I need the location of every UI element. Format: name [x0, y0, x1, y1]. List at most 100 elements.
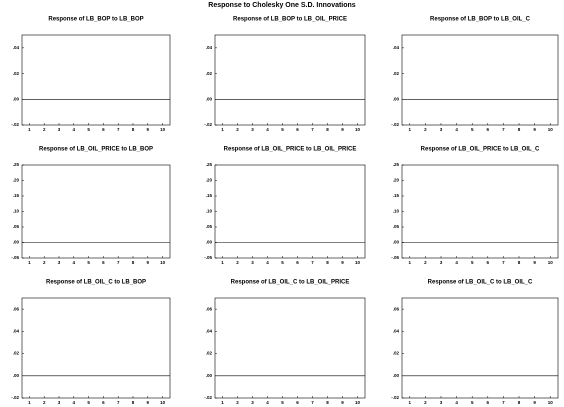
x-tick-label: 6 — [487, 260, 490, 265]
y-tick-label: .05 — [393, 224, 400, 229]
panel-title: Response of LB_BOP to LB_BOP — [48, 17, 143, 23]
x-tick-label: 6 — [296, 127, 299, 132]
y-tick-label: .02 — [393, 71, 400, 76]
y-tick-label: .20 — [206, 178, 213, 183]
y-tick-label: -.02 — [11, 395, 19, 400]
y-tick-label: .00 — [393, 240, 400, 245]
y-tick-label: .00 — [13, 96, 20, 101]
x-tick-label: 3 — [440, 400, 443, 405]
plot-frame — [214, 164, 366, 259]
x-tick-label: 4 — [455, 260, 458, 265]
y-tick-label: .00 — [393, 373, 400, 378]
x-tick-label: 10 — [160, 260, 166, 265]
y-tick-label: .05 — [206, 224, 213, 229]
panel-title: Response of LB_OIL_C to LB_OIL_C — [428, 280, 533, 286]
x-tick-label: 1 — [221, 260, 224, 265]
x-tick-label: 7 — [117, 260, 120, 265]
x-tick-label: 4 — [455, 127, 458, 132]
y-tick-label: .04 — [206, 329, 213, 334]
x-tick-label: 8 — [518, 400, 521, 405]
y-tick-label: -.02 — [391, 395, 399, 400]
y-tick-label: .06 — [13, 306, 20, 311]
panel-title: Response of LB_OIL_C to LB_OIL_PRICE — [231, 280, 350, 286]
y-tick-label: .06 — [206, 306, 213, 311]
x-tick-label: 7 — [117, 127, 120, 132]
y-tick-label: .25 — [393, 162, 400, 167]
x-tick-label: 7 — [502, 400, 505, 405]
x-tick-label: 9 — [147, 127, 150, 132]
x-tick-label: 4 — [266, 127, 269, 132]
panel-title: Response of LB_OIL_PRICE to LB_BOP — [39, 147, 153, 153]
y-tick-label: .20 — [393, 178, 400, 183]
plot-frame — [214, 297, 366, 399]
x-tick-label: 1 — [28, 400, 31, 405]
y-tick-label: -.05 — [391, 255, 399, 260]
panel-title: Response of LB_BOP to LB_OIL_C — [430, 17, 531, 23]
x-tick-label: 6 — [102, 127, 105, 132]
x-tick-label: 7 — [502, 127, 505, 132]
x-tick-label: 2 — [236, 400, 239, 405]
y-tick-label: .10 — [393, 209, 400, 214]
x-tick-label: 9 — [533, 400, 536, 405]
x-tick-label: 10 — [355, 127, 361, 132]
x-tick-label: 6 — [487, 400, 490, 405]
x-tick-label: 5 — [281, 400, 284, 405]
x-tick-label: 10 — [355, 400, 361, 405]
x-tick-label: 10 — [160, 127, 166, 132]
x-tick-label: 3 — [58, 260, 61, 265]
y-tick-label: .04 — [13, 329, 20, 334]
x-tick-label: 6 — [296, 260, 299, 265]
y-tick-label: .04 — [393, 329, 400, 334]
x-tick-label: 2 — [43, 400, 46, 405]
y-tick-label: -.05 — [11, 255, 19, 260]
x-tick-label: 10 — [548, 400, 554, 405]
y-tick-label: .15 — [13, 193, 20, 198]
x-tick-label: 3 — [251, 127, 254, 132]
x-tick-label: 9 — [147, 260, 150, 265]
x-tick-label: 2 — [424, 400, 427, 405]
x-tick-label: 6 — [102, 400, 105, 405]
panel-title: Response of LB_OIL_PRICE to LB_OIL_PRICE — [224, 147, 357, 153]
x-tick-label: 5 — [281, 127, 284, 132]
x-tick-label: 4 — [73, 400, 76, 405]
y-tick-label: -.02 — [204, 395, 212, 400]
y-tick-label: .25 — [13, 162, 20, 167]
panel-title: Response of LB_OIL_C to LB_BOP — [46, 280, 146, 286]
x-tick-label: 9 — [341, 400, 344, 405]
x-tick-label: 5 — [87, 127, 90, 132]
plot-frame — [214, 34, 366, 126]
y-tick-label: -.05 — [204, 255, 212, 260]
x-tick-label: 2 — [236, 260, 239, 265]
y-tick-label: .00 — [206, 373, 213, 378]
x-tick-label: 4 — [266, 400, 269, 405]
x-tick-label: 2 — [424, 260, 427, 265]
x-tick-label: 10 — [548, 260, 554, 265]
x-tick-label: 10 — [548, 127, 554, 132]
x-tick-label: 1 — [409, 400, 412, 405]
x-tick-label: 5 — [471, 127, 474, 132]
plot-frame — [401, 164, 559, 259]
x-tick-label: 8 — [518, 260, 521, 265]
x-tick-label: 3 — [440, 260, 443, 265]
y-tick-label: .02 — [13, 351, 20, 356]
x-tick-label: 3 — [58, 127, 61, 132]
panel-title: Response of LB_BOP to LB_OIL_PRICE — [233, 17, 347, 23]
plot-frame — [401, 34, 559, 126]
x-tick-label: 1 — [28, 127, 31, 132]
y-tick-label: .00 — [13, 240, 20, 245]
y-tick-label: .10 — [13, 209, 20, 214]
x-tick-label: 8 — [132, 400, 135, 405]
x-tick-label: 6 — [487, 127, 490, 132]
x-tick-label: 2 — [43, 260, 46, 265]
x-tick-label: 1 — [221, 127, 224, 132]
x-tick-label: 1 — [409, 127, 412, 132]
x-tick-label: 7 — [117, 400, 120, 405]
y-tick-label: .25 — [206, 162, 213, 167]
y-tick-label: .06 — [393, 306, 400, 311]
x-tick-label: 9 — [341, 260, 344, 265]
y-tick-label: .02 — [206, 351, 213, 356]
x-tick-label: 4 — [266, 260, 269, 265]
x-tick-label: 5 — [87, 260, 90, 265]
x-tick-label: 4 — [73, 127, 76, 132]
